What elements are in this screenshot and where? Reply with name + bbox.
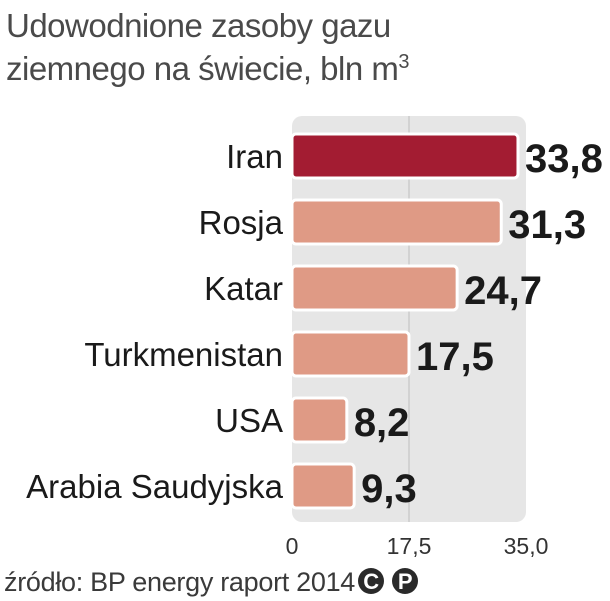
- copyright-icon: C: [358, 568, 385, 594]
- bar: [290, 132, 520, 180]
- bar: [290, 396, 349, 444]
- source-note: źródło: BP energy raport 2014 C P: [4, 566, 422, 598]
- bar: [290, 462, 356, 510]
- value-label: 17,5: [416, 335, 494, 379]
- title-line-2: ziemnego na świecie, bln m3: [6, 47, 606, 90]
- value-label: 24,7: [464, 269, 542, 313]
- value-label: 33,8: [525, 137, 603, 181]
- source-text: źródło: BP energy raport 2014: [4, 567, 356, 597]
- svg-text:C: C: [363, 569, 379, 594]
- x-tick-label: 0: [286, 533, 299, 559]
- category-label: Rosja: [199, 204, 284, 241]
- x-tick-label: 17,5: [387, 533, 432, 559]
- copyright-badges: C P: [358, 568, 419, 594]
- publisher-icon: P: [392, 568, 419, 594]
- category-label: Turkmenistan: [84, 336, 283, 373]
- category-label: Iran: [226, 138, 283, 175]
- bar: [290, 264, 459, 312]
- value-label: 9,3: [361, 467, 417, 511]
- category-label: Katar: [204, 270, 283, 307]
- x-tick-label: 35,0: [504, 533, 549, 559]
- svg-text:P: P: [398, 569, 412, 594]
- x-tick-labels: 0 17,5 35,0: [286, 533, 549, 559]
- title-superscript: 3: [398, 51, 409, 73]
- value-label: 8,2: [354, 401, 410, 445]
- category-label: Arabia Saudyjska: [26, 468, 283, 505]
- bars: [290, 132, 520, 510]
- value-label: 31,3: [508, 203, 586, 247]
- chart-title: Udowodnione zasoby gazu ziemnego na świe…: [6, 4, 606, 90]
- title-line-1: Udowodnione zasoby gazu: [6, 7, 391, 44]
- bar: [290, 330, 411, 378]
- category-labels: Iran Rosja Katar Turkmenistan USA Arabia Saud…: [26, 138, 283, 505]
- category-label: USA: [215, 402, 283, 439]
- title-line-2-text: ziemnego na świecie, bln m: [6, 50, 399, 87]
- value-labels: 33,8 31,3 24,7 17,58,2 9,3: [354, 137, 603, 511]
- bar: [290, 198, 503, 246]
